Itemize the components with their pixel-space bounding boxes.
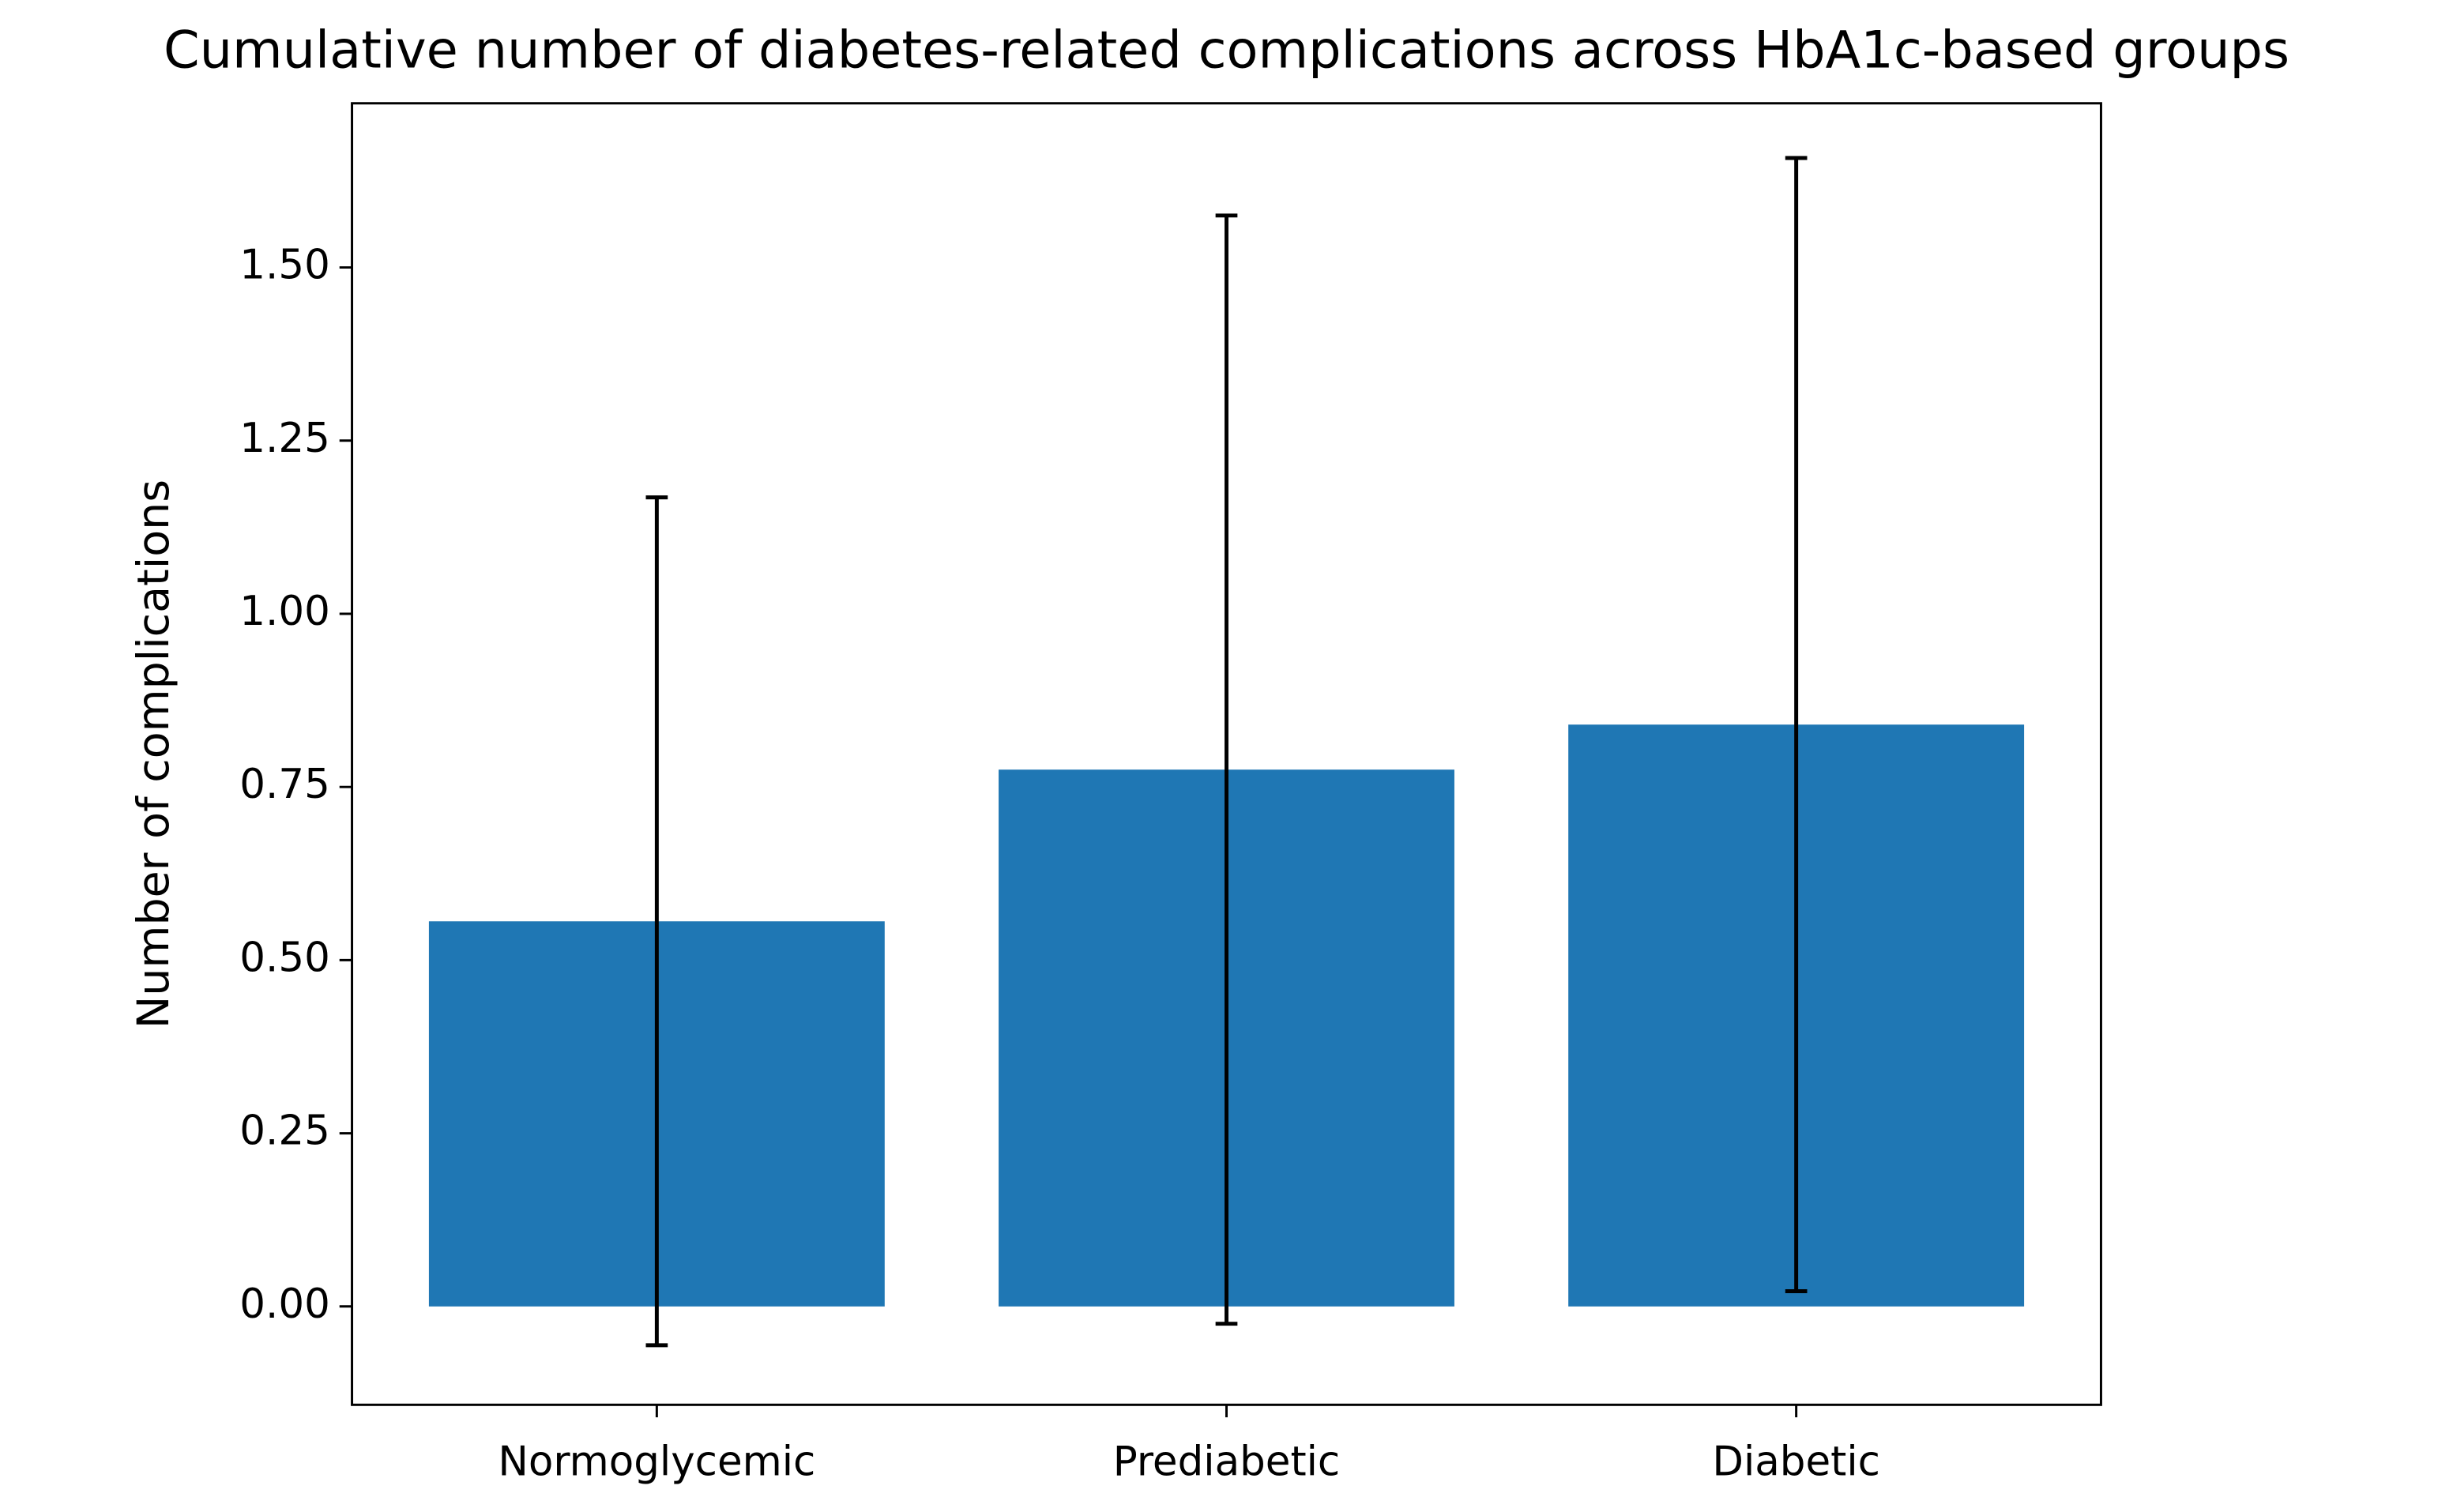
error-bar	[645, 495, 668, 1348]
y-tick-label: 0.00	[239, 1281, 330, 1328]
error-bar	[1215, 213, 1238, 1326]
y-tick-label: 1.00	[239, 588, 330, 635]
x-tick-label: Prediabetic	[1113, 1439, 1340, 1486]
x-tick-label: Normoglycemic	[498, 1439, 815, 1486]
chart-title: Cumulative number of diabetes-related co…	[164, 20, 2289, 80]
x-tick-label: Diabetic	[1712, 1439, 1880, 1486]
y-axis-label: Number of complications	[129, 480, 179, 1029]
y-tick-label: 1.50	[239, 242, 330, 289]
error-bar	[1785, 156, 1808, 1293]
y-tick-label: 0.50	[239, 934, 330, 981]
y-tick-label: 1.25	[239, 415, 330, 462]
plot-frame	[351, 102, 2102, 1406]
y-tick-label: 0.25	[239, 1108, 330, 1155]
y-tick-label: 0.75	[239, 761, 330, 808]
